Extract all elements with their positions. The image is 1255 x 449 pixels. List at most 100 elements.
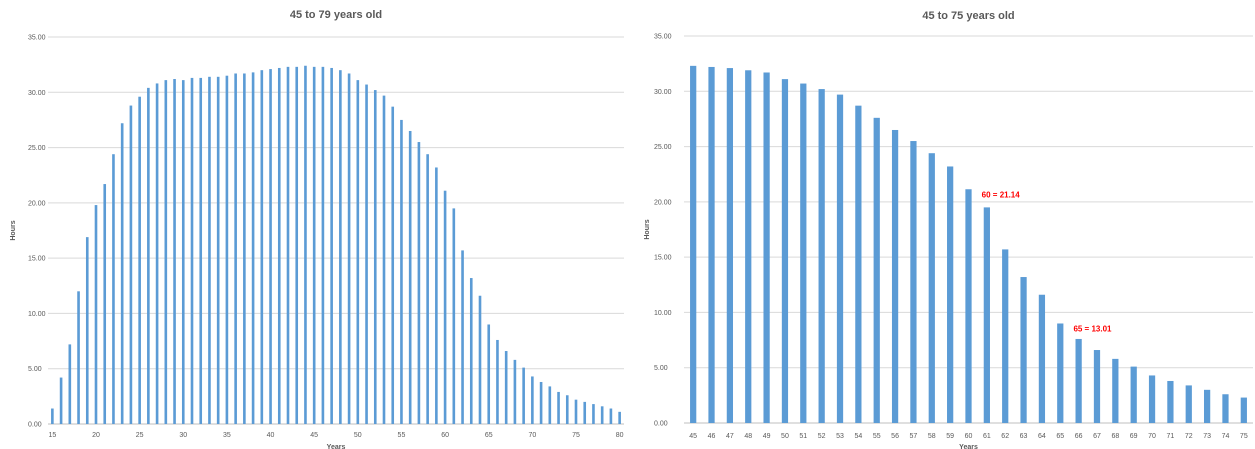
chart-1-x-tick-label: 49 (763, 433, 771, 440)
chart-0-bar (321, 66, 325, 425)
chart-0-bar (391, 106, 395, 424)
chart-0-x-tick-label: 80 (616, 432, 624, 439)
chart-0-bar (199, 77, 203, 424)
chart-1-x-tick-label: 55 (873, 433, 881, 440)
chart-1-bar (1167, 380, 1174, 423)
chart-1-annotation: 65 = 13.01 (1073, 324, 1112, 333)
chart-1-x-tick-label: 64 (1038, 433, 1046, 440)
chart-0-bar (164, 80, 168, 424)
chart-1-x-axis-label: Years (959, 444, 978, 449)
chart-1-bar (1148, 375, 1156, 423)
chart-1-bar (947, 166, 954, 423)
chart-0-bar (565, 395, 569, 424)
chart-0-bar (295, 66, 299, 425)
chart-1-bar (1185, 385, 1192, 423)
chart-0-bar (51, 408, 54, 424)
chart-0-bar (600, 406, 604, 424)
chart-right-svg: 45 to 75 years old 0.00 5.00 10.00 15.00 20.0… (644, 10, 1253, 449)
chart-0-bar (583, 401, 587, 424)
chart-0-bar (531, 376, 534, 424)
chart-0-y-tick-label: 35.00 (28, 35, 46, 42)
chart-0-bar (103, 184, 107, 424)
chart-0-bar (85, 237, 89, 424)
chart-1-bar (781, 79, 789, 423)
chart-0-x-tick-label: 30 (179, 432, 187, 439)
chart-1-bar (726, 68, 734, 424)
chart-0-y-axis-label: Hours (10, 220, 17, 240)
chart-1-bar (690, 65, 697, 424)
chart-1-bar (745, 70, 752, 423)
chart-1-x-tick-label: 54 (854, 433, 862, 440)
chart-0-bar (225, 75, 229, 424)
chart-0-bar (94, 205, 98, 424)
chart-0-x-tick-label: 55 (398, 432, 406, 439)
chart-0-bar (216, 76, 220, 424)
chart-0-title: 45 to 79 years old (290, 9, 382, 21)
chart-1-bar (891, 129, 899, 423)
chart-0-y-tick-label: 20.00 (28, 200, 46, 207)
chart-0-y-tick-label: 15.00 (28, 256, 46, 263)
chart-1-bar (818, 89, 825, 424)
chart-0-bar (269, 69, 272, 425)
chart-0-bar (138, 96, 141, 425)
chart-1-x-tick-label: 63 (1020, 433, 1028, 440)
chart-0-y-tick-label: 5.00 (28, 366, 42, 373)
chart-0-bar (59, 377, 63, 424)
chart-0-bar (129, 105, 133, 424)
chart-1-x-tick-label: 67 (1093, 433, 1101, 440)
chart-0-bar (478, 295, 482, 424)
chart-1-x-tick-label: 66 (1075, 433, 1083, 440)
chart-0-bar (408, 130, 412, 424)
chart-0-bar (190, 77, 194, 424)
chart-1-x-tick-label: 75 (1240, 433, 1248, 440)
chart-0-bar (557, 391, 560, 424)
chart-1-y-tick-label: 5.00 (654, 365, 668, 372)
chart-0-y-tick-label: 0.00 (28, 422, 42, 429)
chart-1-bar (1038, 294, 1046, 423)
chart-0-x-tick-label: 70 (528, 432, 536, 439)
chart-0-bar (243, 73, 246, 424)
chart-1-bar (763, 72, 770, 423)
chart-0-bar (539, 381, 543, 424)
chart-0-y-tick-label: 10.00 (28, 311, 46, 318)
chart-1-bar (1002, 249, 1009, 423)
chart-0-bar (513, 359, 517, 424)
chart-0-bar (347, 73, 351, 424)
chart-1-x-tick-label: 53 (836, 433, 844, 440)
chart-0-bar (330, 67, 333, 425)
chart-0-bar (120, 123, 124, 424)
chart-1-x-tick-label: 72 (1185, 433, 1193, 440)
chart-1-bar (1240, 397, 1247, 423)
chart-1-x-tick-label: 59 (946, 433, 954, 440)
chart-0-bar (356, 80, 360, 424)
chart-1-bar (800, 83, 807, 423)
chart-0-bar (443, 190, 447, 424)
chart-1-bar (1020, 277, 1027, 423)
chart-1-x-tick-label: 51 (799, 433, 807, 440)
chart-0-x-tick-label: 75 (572, 432, 580, 439)
chart-0-bar (522, 367, 525, 424)
chart-0-x-tick-label: 25 (136, 432, 144, 439)
chart-0-bar (277, 67, 281, 425)
chart-1-bar (983, 207, 990, 423)
chart-0-bar (496, 339, 499, 424)
chart-0-bar (234, 73, 237, 424)
chart-0-bar (312, 66, 316, 425)
chart-1-x-tick-label: 74 (1222, 433, 1230, 440)
chart-1-bar (1203, 389, 1211, 423)
chart-1-title: 45 to 75 years old (922, 10, 1014, 22)
chart-1-bar (1093, 350, 1101, 423)
chart-1-bar (965, 189, 972, 423)
chart-1-x-tick-label: 65 (1056, 433, 1064, 440)
chart-1-bar (1222, 394, 1229, 423)
chart-1-y-tick-label: 30.00 (654, 89, 672, 96)
chart-0-bar (426, 154, 429, 424)
chart-0-bar (452, 208, 456, 424)
chart-1-y-axis-label: Hours (644, 219, 651, 239)
chart-1-bar (1057, 323, 1064, 423)
chart-1-y-tick-label: 15.00 (654, 255, 672, 262)
chart-0-bar (286, 66, 290, 425)
chart-1-bar (1112, 358, 1119, 423)
chart-left-svg: 45 to 79 years old 0.00 5.00 10.00 15.00 20.0… (10, 9, 624, 449)
chart-0-x-tick-label: 65 (485, 432, 493, 439)
